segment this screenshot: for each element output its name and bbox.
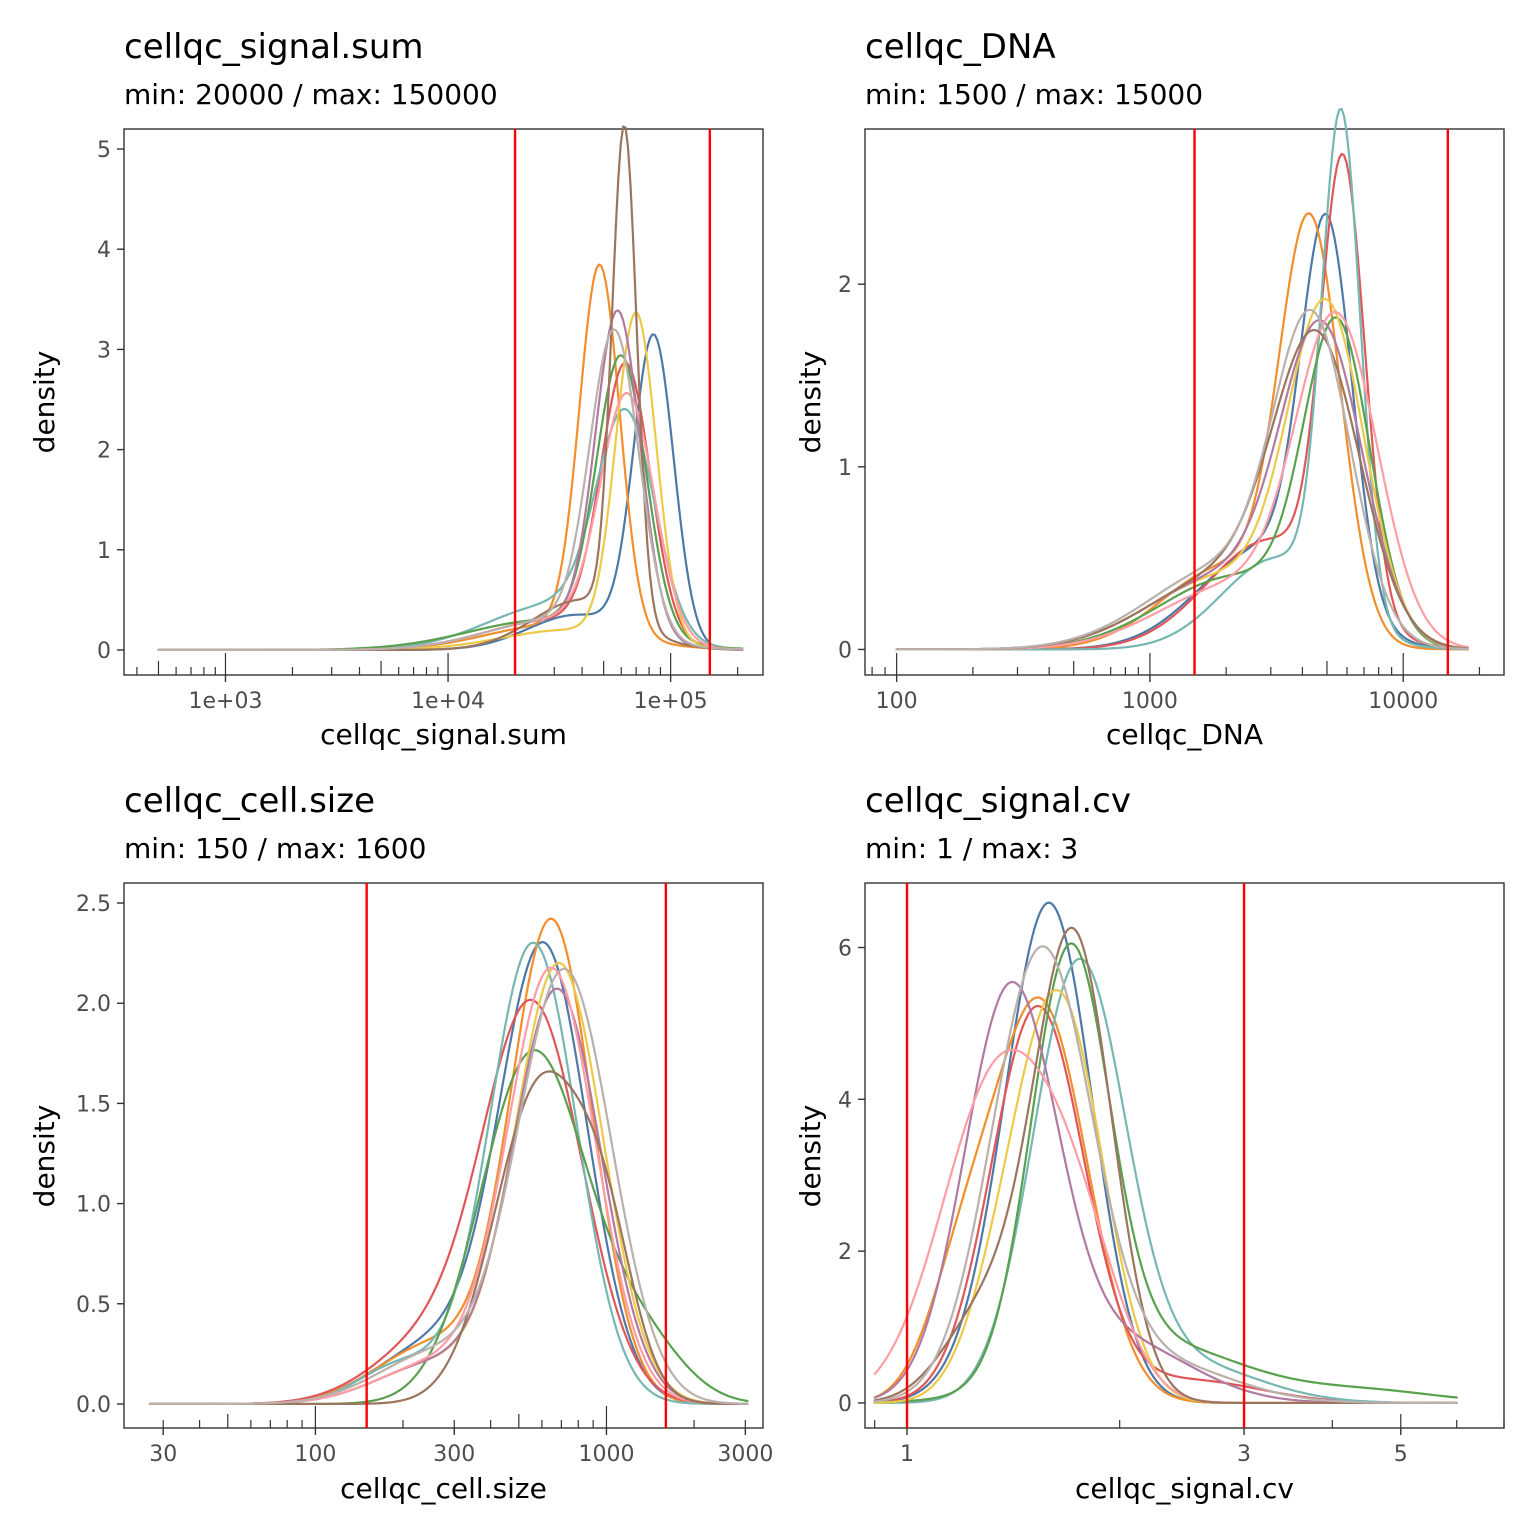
y-tick-label: 2 bbox=[838, 273, 852, 298]
density-series-line bbox=[873, 901, 1458, 1405]
plot-area-border bbox=[864, 882, 1505, 1429]
density-series-line bbox=[148, 1070, 749, 1406]
x-tick-label: 1e+04 bbox=[411, 689, 485, 714]
panel-subtitle: min: 1500 / max: 15000 bbox=[865, 78, 1203, 111]
plot-content: 0 1 2 3 4 5 1e+03 1e+04 1e+05 bbox=[97, 125, 744, 714]
density-series-line bbox=[895, 308, 1469, 651]
y-axis-title: density bbox=[28, 1105, 61, 1208]
y-tick-label: 5 bbox=[97, 138, 111, 163]
x-tick-label: 30 bbox=[149, 1442, 177, 1467]
y-tick-label: 2 bbox=[97, 439, 111, 464]
y-tick-label: 0 bbox=[838, 638, 852, 663]
density-series-line bbox=[157, 263, 744, 652]
x-tick-label: 1000 bbox=[578, 1442, 634, 1467]
y-tick-label: 0.0 bbox=[76, 1393, 111, 1418]
density-series-line bbox=[873, 980, 1458, 1405]
x-tick-label: 10000 bbox=[1368, 689, 1438, 714]
density-series-line bbox=[873, 996, 1458, 1405]
x-tick-label: 100 bbox=[294, 1442, 336, 1467]
panel-subtitle: min: 1 / max: 3 bbox=[865, 832, 1078, 865]
density-series-line bbox=[873, 957, 1458, 1405]
y-tick-label: 4 bbox=[97, 238, 111, 263]
y-tick-label: 2.0 bbox=[76, 992, 111, 1017]
density-series-line bbox=[157, 311, 744, 652]
density-series-line bbox=[873, 1048, 1458, 1405]
plot-content: 0 2 4 6 1 3 5 bbox=[838, 883, 1505, 1467]
y-tick-label: 0 bbox=[97, 639, 111, 664]
x-axis-title: cellqc_DNA bbox=[1106, 718, 1263, 751]
x-tick-label: 1e+05 bbox=[634, 689, 708, 714]
panel-title: cellqc_cell.size bbox=[124, 781, 375, 821]
density-series-line bbox=[148, 987, 749, 1406]
density-series-line bbox=[895, 328, 1469, 651]
density-series-line bbox=[148, 917, 749, 1406]
x-tick-label: 100 bbox=[876, 689, 918, 714]
x-tick-label: 1 bbox=[900, 1442, 914, 1467]
density-series-line bbox=[157, 328, 744, 652]
y-tick-label: 0.5 bbox=[76, 1293, 111, 1318]
x-tick-label: 5 bbox=[1394, 1442, 1408, 1467]
y-axis-title: density bbox=[794, 351, 827, 454]
x-tick-label: 1e+03 bbox=[188, 689, 262, 714]
panel-dna: cellqc_DNA min: 1500 / max: 15000 0 1 2 100… bbox=[794, 27, 1505, 751]
panel-title: cellqc_DNA bbox=[865, 27, 1056, 67]
panel-title: cellqc_signal.cv bbox=[865, 781, 1131, 821]
density-series-line bbox=[148, 966, 749, 1406]
x-tick-label: 3000 bbox=[717, 1442, 773, 1467]
plot-area-border bbox=[864, 128, 1505, 676]
y-tick-label: 1.5 bbox=[76, 1092, 111, 1117]
x-axis-title: cellqc_cell.size bbox=[340, 1472, 547, 1505]
plot-area-border bbox=[123, 882, 764, 1429]
y-axis-title: density bbox=[794, 1105, 827, 1208]
panel-cell-size: cellqc_cell.size min: 150 / max: 1600 0.… bbox=[28, 781, 773, 1505]
panel-subtitle: min: 150 / max: 1600 bbox=[124, 832, 426, 865]
panel-signal-sum: cellqc_signal.sum min: 20000 / max: 1500… bbox=[28, 27, 764, 751]
density-series-line bbox=[873, 942, 1458, 1404]
plot-content: 0 1 2 100 1000 10000 bbox=[838, 108, 1481, 714]
plot-area-border bbox=[123, 128, 764, 676]
panel-title: cellqc_signal.sum bbox=[124, 27, 424, 67]
panel-signal-cv: cellqc_signal.cv min: 1 / max: 3 0 2 4 6 1 3 5… bbox=[794, 781, 1505, 1505]
density-series-line bbox=[895, 152, 1469, 651]
y-tick-label: 1 bbox=[838, 456, 852, 481]
x-axis-title: cellqc_signal.sum bbox=[320, 718, 567, 751]
density-series-line bbox=[157, 125, 744, 652]
density-series-line bbox=[873, 988, 1458, 1405]
x-tick-label: 300 bbox=[433, 1442, 475, 1467]
density-series-line bbox=[148, 967, 749, 1406]
plot-content: 0.0 0.5 1.0 1.5 2.0 2.5 30 100 300 1000 3000 bbox=[76, 883, 773, 1467]
y-tick-label: 4 bbox=[838, 1088, 852, 1113]
panel-subtitle: min: 20000 / max: 150000 bbox=[124, 78, 498, 111]
y-tick-label: 0 bbox=[838, 1392, 852, 1417]
y-tick-label: 2 bbox=[838, 1240, 852, 1265]
density-series-line bbox=[895, 108, 1469, 651]
y-axis-title: density bbox=[28, 351, 61, 454]
y-tick-label: 2.5 bbox=[76, 892, 111, 917]
y-tick-label: 1 bbox=[97, 539, 111, 564]
density-series-line bbox=[157, 309, 744, 652]
density-series-line bbox=[148, 1049, 749, 1406]
x-tick-label: 3 bbox=[1237, 1442, 1251, 1467]
density-series-line bbox=[873, 945, 1458, 1405]
y-tick-label: 3 bbox=[97, 338, 111, 363]
x-tick-label: 1000 bbox=[1122, 689, 1178, 714]
y-tick-label: 1.0 bbox=[76, 1193, 111, 1218]
y-tick-label: 6 bbox=[838, 937, 852, 962]
x-axis-title: cellqc_signal.cv bbox=[1075, 1472, 1294, 1505]
